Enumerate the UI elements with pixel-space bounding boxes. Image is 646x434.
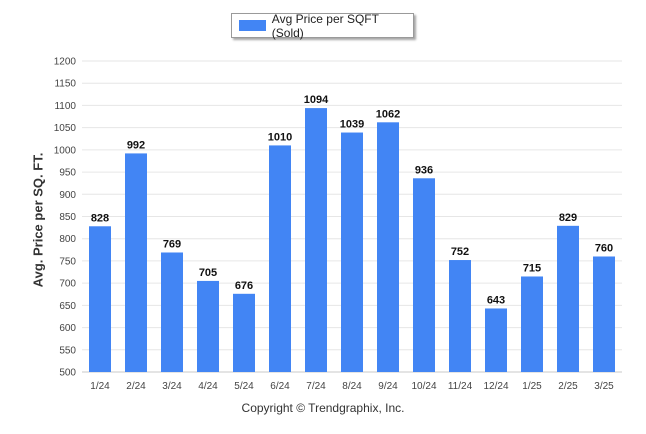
x-tick-label: 6/24 <box>270 381 290 392</box>
data-label: 715 <box>523 262 541 274</box>
copyright-credit: Copyright © Trendgraphix, Inc. <box>241 401 405 415</box>
data-label: 829 <box>559 212 577 224</box>
y-tick-label: 650 <box>59 301 76 312</box>
bar <box>485 308 507 372</box>
data-label: 643 <box>487 294 505 306</box>
data-label: 936 <box>415 164 433 176</box>
bar <box>125 153 147 372</box>
y-tick-label: 1000 <box>54 145 77 156</box>
legend: Avg Price per SQFT (Sold) <box>231 11 414 40</box>
data-labels: 828 992 769 705 676 1010 1094 1039 1062 936 752 643… <box>91 94 613 306</box>
data-label: 752 <box>451 246 469 258</box>
y-tick-label: 750 <box>59 256 76 267</box>
bar <box>89 226 111 372</box>
bars <box>89 108 615 372</box>
bar <box>233 293 255 372</box>
y-tick-label: 700 <box>59 279 76 290</box>
data-label: 769 <box>163 238 181 250</box>
x-tick-label: 4/24 <box>198 381 218 392</box>
bar <box>197 280 219 372</box>
x-tick-label: 8/24 <box>342 381 362 392</box>
data-label: 1010 <box>268 131 292 143</box>
y-tick-label: 950 <box>59 168 76 179</box>
bar <box>305 108 327 372</box>
bar <box>449 260 471 372</box>
bar <box>413 178 435 372</box>
x-tick-label: 3/24 <box>162 381 182 392</box>
y-tick-label: 550 <box>59 345 76 356</box>
legend-label: Avg Price per SQFT (Sold) <box>271 11 379 40</box>
x-tick-label: 2/24 <box>126 381 146 392</box>
data-label: 1094 <box>304 94 329 106</box>
x-tick-label: 3/25 <box>594 381 614 392</box>
y-tick-label: 500 <box>59 368 76 379</box>
data-label: 1039 <box>340 119 364 131</box>
bar <box>161 252 183 372</box>
y-tick-label: 1100 <box>54 101 76 112</box>
y-tick-label: 600 <box>59 323 76 334</box>
x-axis-ticks: 1/24 2/24 3/24 4/24 5/24 6/24 7/24 8/24 9/24 10/2… <box>90 381 614 392</box>
y-tick-label: 850 <box>59 212 76 223</box>
data-label: 1062 <box>376 108 400 120</box>
bar <box>557 225 579 372</box>
x-tick-label: 5/24 <box>234 381 254 392</box>
y-axis-label: Avg. Price per SQ. FT. <box>30 152 46 288</box>
y-tick-label: 800 <box>59 234 76 245</box>
x-tick-label: 1/25 <box>522 381 542 392</box>
data-label: 676 <box>235 280 253 292</box>
x-tick-label: 10/24 <box>411 381 436 392</box>
data-label: 828 <box>91 212 109 224</box>
bar <box>377 122 399 372</box>
legend-swatch <box>239 20 266 31</box>
data-label: 705 <box>199 267 217 279</box>
data-label: 992 <box>127 139 145 151</box>
x-tick-label: 11/24 <box>448 381 473 392</box>
y-tick-label: 1200 <box>54 57 77 68</box>
x-tick-label: 7/24 <box>306 381 326 392</box>
x-tick-label: 2/25 <box>558 381 578 392</box>
bar <box>341 132 363 372</box>
bar <box>593 256 615 372</box>
x-tick-label: 9/24 <box>378 381 398 392</box>
y-tick-label: 1150 <box>54 79 76 90</box>
y-tick-label: 900 <box>59 190 76 201</box>
bar <box>521 276 543 372</box>
y-tick-label: 1050 <box>54 123 77 134</box>
bar <box>269 145 291 372</box>
data-label: 760 <box>595 242 613 254</box>
x-tick-label: 12/24 <box>483 381 508 392</box>
x-tick-label: 1/24 <box>90 381 110 392</box>
y-axis-ticks: 500 550 600 650 700 750 800 850 900 950 1000 1050 11… <box>54 57 77 379</box>
